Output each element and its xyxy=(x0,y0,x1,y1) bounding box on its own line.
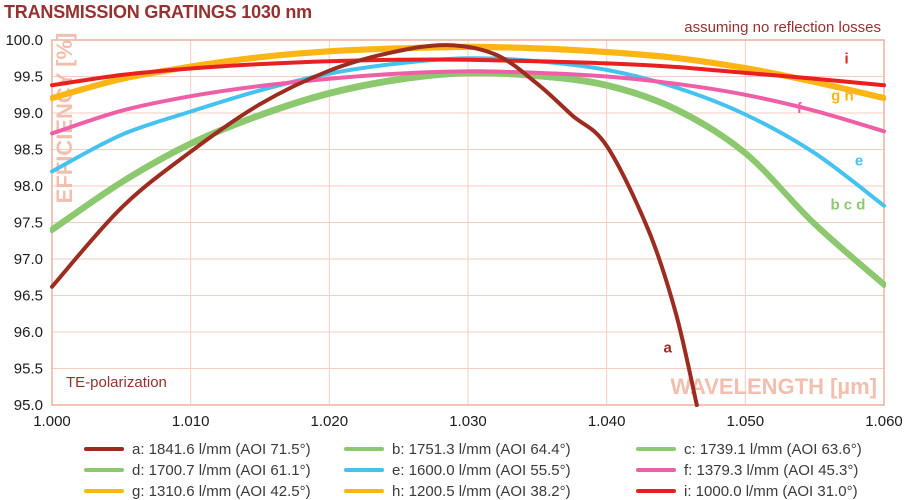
y-tick-label: 96.0 xyxy=(14,324,43,341)
legend-label-d: d: 1700.7 l/mm (AOI 61.1°) xyxy=(132,461,311,479)
annotation-no-reflection-losses: assuming no reflection losses xyxy=(684,19,881,36)
legend-swatch-e xyxy=(344,468,384,472)
series-a-curve xyxy=(50,43,699,407)
x-tick-label: 1.050 xyxy=(727,413,765,430)
curve-label-i: i xyxy=(844,50,848,67)
series-i-curve xyxy=(50,57,886,88)
legend-swatch-h xyxy=(344,489,384,493)
x-tick-label: 1.020 xyxy=(311,413,349,430)
legend-item-b: b: 1751.3 l/mm (AOI 64.4°) xyxy=(344,439,636,459)
legend-item-h: h: 1200.5 l/mm (AOI 38.2°) xyxy=(344,481,636,500)
legend-label-g: g: 1310.6 l/mm (AOI 42.5°) xyxy=(132,482,311,500)
y-tick-label: 100.0 xyxy=(5,32,43,49)
x-axis-title: WAVELENGTH [µm] xyxy=(670,374,877,399)
legend: a: 1841.6 l/mm (AOI 71.5°) b: 1751.3 l/mm… xyxy=(84,439,886,500)
y-tick-label: 97.0 xyxy=(14,251,43,268)
series-f-curve xyxy=(50,69,886,136)
legend-item-d: d: 1700.7 l/mm (AOI 61.1°) xyxy=(84,460,344,480)
y-tick-label: 99.5 xyxy=(14,69,43,86)
legend-swatch-d xyxy=(84,468,124,472)
legend-swatch-g xyxy=(84,489,124,493)
x-tick-label: 1.040 xyxy=(588,413,626,430)
series-d-curve xyxy=(50,72,886,288)
x-tick-label: 1.010 xyxy=(172,413,210,430)
legend-item-c: c: 1739.1 l/mm (AOI 63.6°) xyxy=(636,439,886,459)
curve-label-e: e xyxy=(855,153,863,170)
x-tick-label: 1.060 xyxy=(865,413,903,430)
te-polarization-note: TE-polarization xyxy=(66,374,167,391)
legend-label-h: h: 1200.5 l/mm (AOI 38.2°) xyxy=(392,482,571,500)
legend-label-i: i: 1000.0 l/mm (AOI 31.0°) xyxy=(684,482,858,500)
legend-item-i: i: 1000.0 l/mm (AOI 31.0°) xyxy=(636,481,886,500)
chart-title: TRANSMISSION GRATINGS 1030 nm xyxy=(4,2,312,22)
plot-frame xyxy=(51,39,885,406)
legend-swatch-c xyxy=(636,447,676,451)
y-tick-label: 97.5 xyxy=(14,215,43,232)
legend-item-a: a: 1841.6 l/mm (AOI 71.5°) xyxy=(84,439,344,459)
legend-label-b: b: 1751.3 l/mm (AOI 64.4°) xyxy=(392,440,571,458)
y-tick-label: 96.5 xyxy=(14,288,43,305)
y-tick-label: 98.0 xyxy=(14,178,43,195)
y-tick-label: 95.0 xyxy=(14,397,43,414)
legend-item-f: f: 1379.3 l/mm (AOI 45.3°) xyxy=(636,460,886,480)
curve-label-g-h: g h xyxy=(831,88,854,105)
y-tick-label: 99.0 xyxy=(14,105,43,122)
legend-item-e: e: 1600.0 l/mm (AOI 55.5°) xyxy=(344,460,636,480)
legend-label-c: c: 1739.1 l/mm (AOI 63.6°) xyxy=(684,440,862,458)
legend-swatch-i xyxy=(636,489,676,493)
curve-label-a: a xyxy=(664,339,673,356)
legend-label-a: a: 1841.6 l/mm (AOI 71.5°) xyxy=(132,440,311,458)
y-tick-label: 95.5 xyxy=(14,361,43,378)
legend-swatch-b xyxy=(344,447,384,451)
curve-label-b-c-d: b c d xyxy=(830,196,865,213)
legend-label-f: f: 1379.3 l/mm (AOI 45.3°) xyxy=(684,461,859,479)
x-tick-label: 1.000 xyxy=(33,413,71,430)
x-tick-label: 1.030 xyxy=(449,413,487,430)
y-tick-label: 98.5 xyxy=(14,142,43,159)
gridlines xyxy=(51,39,885,406)
y-axis-title: EFFICIENCY [%] xyxy=(52,33,77,204)
legend-label-e: e: 1600.0 l/mm (AOI 55.5°) xyxy=(392,461,571,479)
curve-label-f: f xyxy=(797,100,803,117)
legend-swatch-f xyxy=(636,468,676,472)
legend-swatch-a xyxy=(84,447,124,451)
legend-item-g: g: 1310.6 l/mm (AOI 42.5°) xyxy=(84,481,344,500)
